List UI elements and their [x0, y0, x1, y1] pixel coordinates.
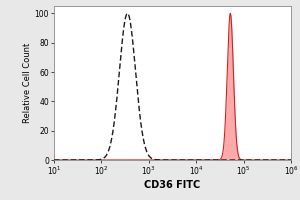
Y-axis label: Relative Cell Count: Relative Cell Count: [23, 43, 32, 123]
X-axis label: CD36 FITC: CD36 FITC: [144, 180, 201, 190]
